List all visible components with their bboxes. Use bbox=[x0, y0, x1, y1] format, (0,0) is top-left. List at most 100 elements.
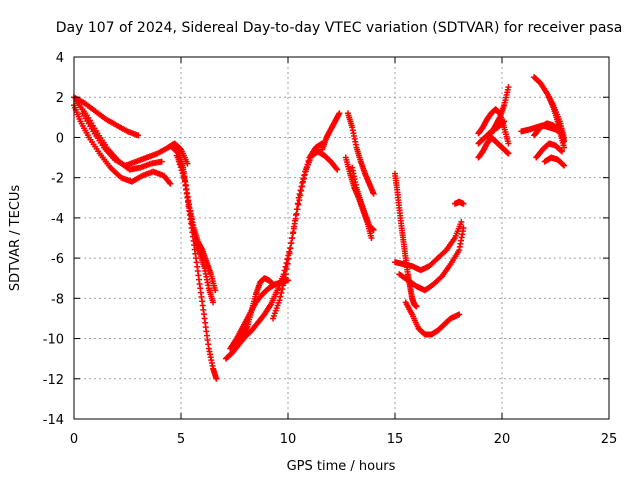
data-point bbox=[280, 282, 287, 289]
data-point bbox=[558, 130, 565, 137]
data-point bbox=[281, 278, 288, 285]
data-point bbox=[286, 250, 293, 257]
data-point bbox=[295, 194, 302, 201]
series-arc-28 bbox=[541, 154, 568, 169]
series-arc-19 bbox=[402, 299, 463, 338]
data-point bbox=[176, 161, 183, 168]
data-point bbox=[293, 206, 300, 213]
series-arc-15 bbox=[349, 164, 377, 233]
data-point bbox=[281, 274, 288, 281]
series-arc-11 bbox=[270, 148, 341, 322]
x-tick-label: 15 bbox=[387, 432, 404, 447]
grid-lines bbox=[74, 57, 609, 419]
data-point bbox=[283, 259, 290, 266]
data-point bbox=[460, 200, 467, 207]
data-point bbox=[298, 183, 305, 190]
y-tick-label: -8 bbox=[51, 292, 64, 307]
data-point bbox=[178, 167, 185, 174]
data-point bbox=[292, 217, 299, 224]
data-point bbox=[285, 277, 291, 284]
data-point bbox=[279, 286, 286, 293]
series-arc-17 bbox=[392, 218, 465, 274]
data-point bbox=[158, 158, 165, 165]
x-tick-label: 25 bbox=[601, 432, 618, 447]
data-point bbox=[297, 187, 304, 194]
data-point bbox=[290, 229, 297, 236]
series-arc-04 bbox=[79, 110, 191, 169]
data-point bbox=[336, 110, 343, 117]
data-point bbox=[296, 191, 303, 198]
data-point bbox=[179, 170, 186, 177]
data-point bbox=[560, 161, 567, 168]
data-point bbox=[167, 180, 174, 187]
plot-frame bbox=[73, 56, 610, 420]
data-point bbox=[291, 223, 298, 230]
y-tick-label: -12 bbox=[43, 373, 64, 388]
y-tick-label: -14 bbox=[43, 413, 64, 428]
data-point bbox=[289, 235, 296, 241]
data-point bbox=[561, 138, 568, 145]
series-arc-05 bbox=[169, 144, 220, 382]
data-point bbox=[333, 165, 340, 172]
data-point bbox=[299, 179, 306, 186]
data-point bbox=[500, 119, 507, 126]
data-point bbox=[285, 255, 292, 262]
series-arc-12 bbox=[319, 110, 343, 153]
data-point bbox=[561, 162, 568, 169]
data-point bbox=[505, 150, 512, 157]
data-point bbox=[270, 281, 277, 288]
series-arc-02 bbox=[71, 102, 174, 187]
data-point bbox=[370, 226, 377, 233]
data-point bbox=[561, 144, 568, 151]
series-arc-16 bbox=[392, 170, 420, 310]
data-point bbox=[505, 140, 512, 147]
data-point bbox=[184, 160, 191, 167]
y-tick-label: -10 bbox=[43, 333, 64, 348]
series-arc-18 bbox=[396, 224, 467, 294]
series-arc-24 bbox=[475, 118, 508, 147]
data-point bbox=[501, 118, 508, 125]
x-tick-label: 20 bbox=[494, 432, 511, 447]
data-point bbox=[181, 175, 188, 182]
data-point bbox=[135, 132, 142, 139]
data-point bbox=[505, 84, 512, 91]
series-arc-27 bbox=[533, 140, 565, 161]
series-arc-07 bbox=[175, 158, 219, 294]
data-point bbox=[177, 164, 184, 171]
data-point bbox=[278, 289, 285, 296]
data-point bbox=[370, 190, 377, 197]
data-point bbox=[460, 224, 467, 231]
data-point bbox=[368, 235, 375, 241]
axis-ticks: 0 5 10 15 20 25 -14 -12 -10 -8 -6 -4 -2 0 2 4 bbox=[43, 51, 618, 447]
data-point bbox=[558, 147, 565, 154]
data-point bbox=[413, 303, 420, 310]
data-point bbox=[283, 266, 290, 273]
x-tick-label: 10 bbox=[280, 432, 297, 447]
data-point bbox=[301, 172, 308, 179]
y-tick-label: 4 bbox=[56, 51, 64, 66]
series-arc-30 bbox=[518, 122, 565, 137]
data-point bbox=[180, 172, 187, 179]
data-point bbox=[292, 212, 299, 219]
data-point bbox=[284, 260, 291, 267]
data-point bbox=[558, 148, 565, 155]
data-point bbox=[175, 158, 182, 165]
data-point bbox=[210, 299, 217, 306]
data-point bbox=[294, 200, 301, 207]
data-point bbox=[282, 271, 289, 278]
series-arc-10 bbox=[233, 275, 277, 346]
data-point bbox=[213, 375, 220, 382]
y-tick-label: -6 bbox=[51, 252, 64, 267]
data-point bbox=[334, 166, 341, 173]
data-point bbox=[300, 176, 307, 183]
series-arc-08 bbox=[222, 140, 326, 362]
x-tick-label: 0 bbox=[70, 432, 78, 447]
data-point bbox=[458, 218, 465, 225]
y-axis-label: SDTVAR / TECUs bbox=[8, 185, 23, 292]
data-point bbox=[288, 240, 295, 247]
data-points bbox=[71, 74, 568, 382]
y-tick-label: -4 bbox=[51, 212, 64, 227]
y-tick-label: 2 bbox=[56, 91, 64, 106]
chart-title: Day 107 of 2024, Sidereal Day-to-day VTE… bbox=[56, 20, 623, 36]
